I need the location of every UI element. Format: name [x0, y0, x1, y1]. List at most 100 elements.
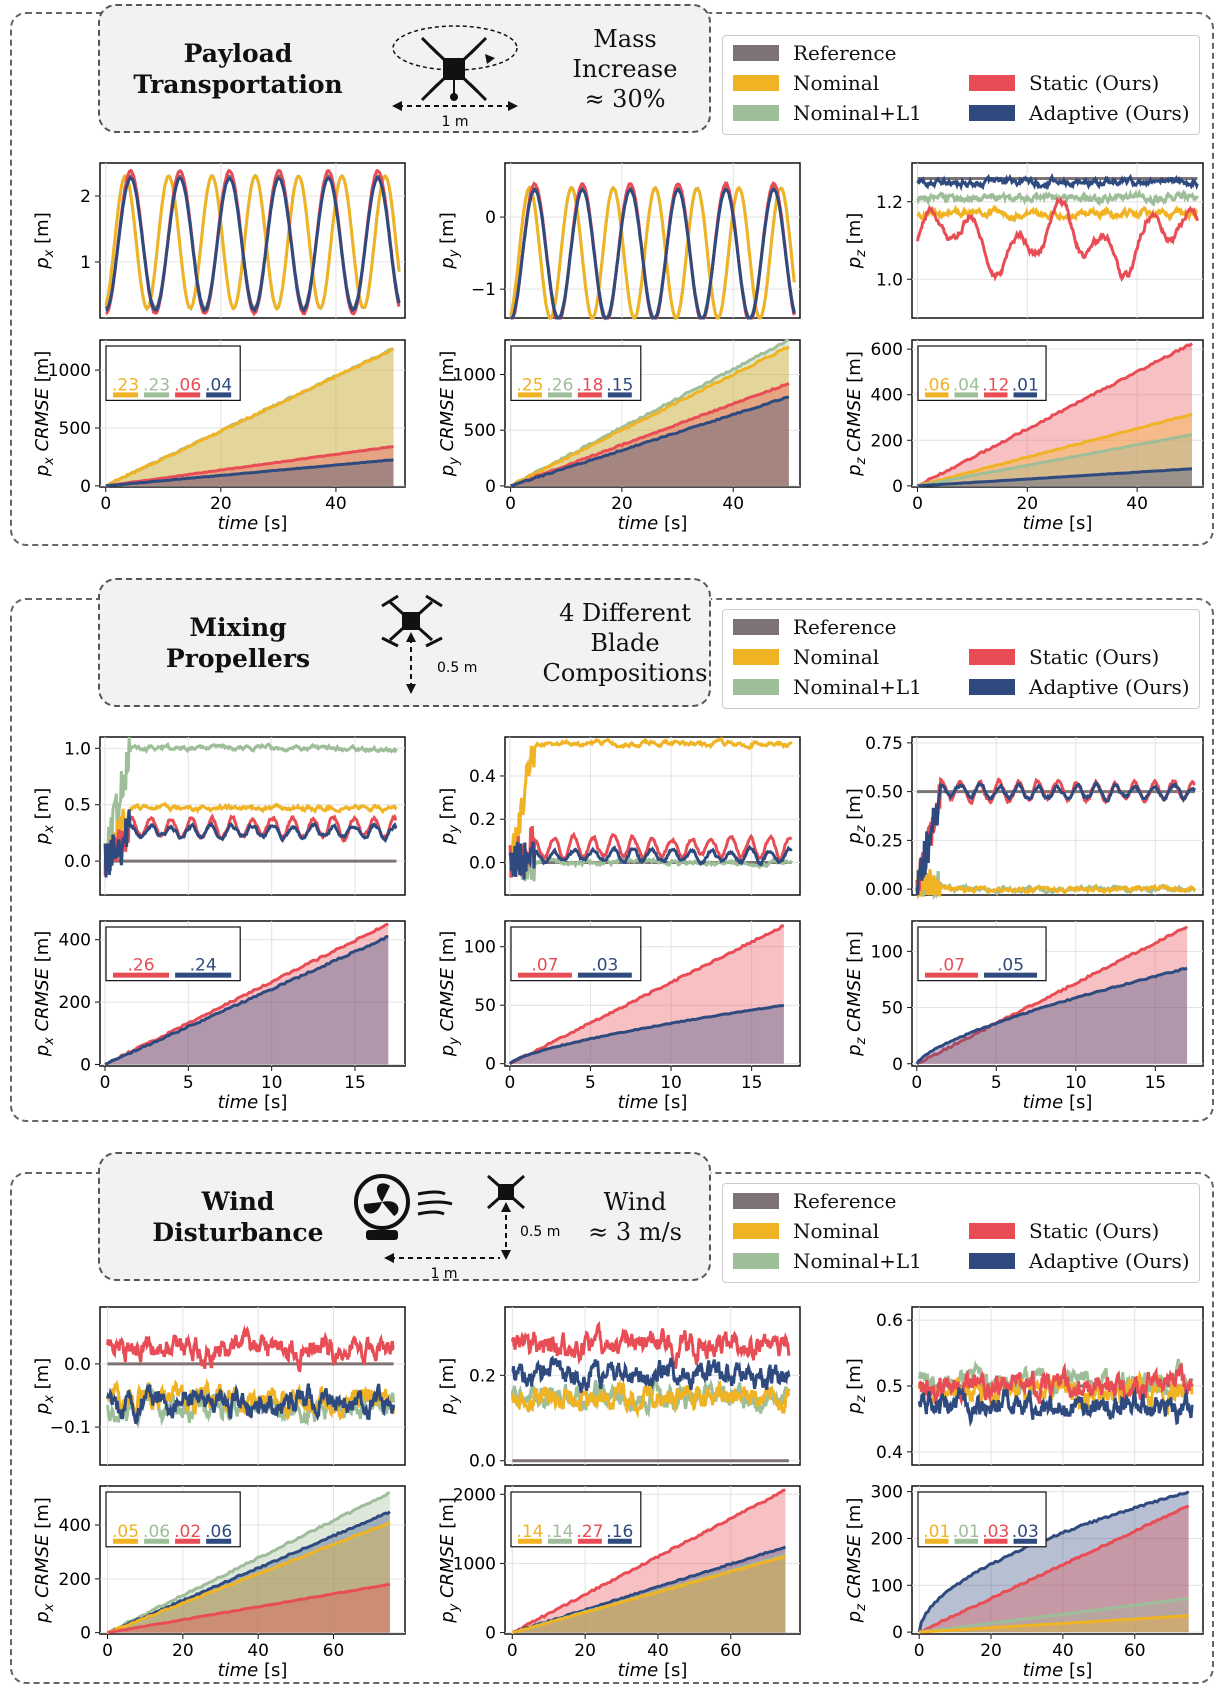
swatch: [733, 1253, 779, 1269]
y-tick-label: −1: [471, 280, 496, 300]
y-axis-label: px CRMSE [m]: [32, 1497, 57, 1624]
area-line-nominal-l1: [106, 1491, 391, 1635]
x-axis-label: time [s]: [618, 1092, 688, 1113]
swatch: [969, 1253, 1015, 1269]
inset-bar: [925, 972, 979, 978]
x-tick-label: 40: [247, 1641, 269, 1661]
inset-bar: [954, 1538, 979, 1544]
inset-bar: [206, 1538, 232, 1544]
x-tick-label: 0: [504, 1073, 515, 1093]
y-axis-label: px [m]: [32, 788, 57, 845]
inset-bar-label: .05: [112, 1522, 139, 1542]
series-line-adaptive-ours-: [915, 779, 1197, 896]
y-tick-label: 400: [59, 931, 91, 951]
inset-bar-label: .06: [143, 1522, 170, 1542]
inset-bar: [607, 1538, 632, 1544]
inset-bar-label: .24: [190, 956, 217, 976]
y-tick-label: 0: [485, 1624, 496, 1644]
series-line-nominal: [103, 801, 398, 871]
inset-bar-label: .12: [982, 375, 1009, 395]
swatch: [733, 1223, 779, 1239]
swatch: [733, 75, 779, 91]
y-tick-label: 0.4: [469, 767, 496, 787]
y-tick-label: 0.4: [876, 1443, 903, 1463]
header-mixing: Mixing Propellers 0.5 m 4 Different Blad…: [98, 578, 711, 707]
area-line-nominal-l1: [917, 433, 1193, 488]
series-line-adaptive-ours-: [106, 1383, 396, 1425]
y-tick-label: 1000: [453, 1554, 496, 1574]
y-tick-label: −0.1: [50, 1418, 91, 1438]
area-line-nominal: [917, 412, 1193, 488]
series-line-static-ours-: [918, 1362, 1194, 1409]
series-line-static-ours-: [106, 1324, 395, 1373]
y-tick-label: 400: [59, 1516, 91, 1536]
y-tick-label: 400: [871, 386, 903, 406]
inset-bar-box: [105, 1491, 241, 1548]
inset-bar: [954, 392, 979, 398]
y-tick-label: 0.0: [64, 1355, 91, 1375]
x-tick-label: 15: [741, 1073, 763, 1093]
inset-bar-label: .26: [546, 375, 573, 395]
y-tick-label: 0.50: [865, 783, 903, 803]
inset-bar-label: .02: [174, 1522, 201, 1542]
y-tick-label: 0.25: [865, 831, 903, 851]
series-line-adaptive-ours-: [508, 841, 793, 880]
area-fill-adaptive-ours-: [919, 1491, 1189, 1633]
x-tick-label: 20: [210, 494, 232, 514]
inset-bar-label: .03: [591, 956, 618, 976]
x-tick-label: 40: [325, 494, 347, 514]
y-tick-label: 2: [80, 187, 91, 207]
legend-nominal-l1: Nominal+L1: [733, 101, 922, 125]
y-axis-label: px [m]: [32, 1358, 57, 1415]
x-tick-label: 20: [172, 1641, 194, 1661]
section-title: Wind Disturbance: [152, 1186, 324, 1247]
inset-bar: [113, 972, 170, 978]
chart-area-10: 0 50 100 0 5 10 15 time [s] py CRMSE [m] .07 .03: [437, 920, 801, 1113]
chart-area-3: 0 500 1000 0 20 40 time [s] px CRMSE [m] .23.23.…: [32, 339, 406, 534]
section-condition: Wind ≈ 3 m/s: [588, 1187, 682, 1246]
area-line-adaptive-ours-: [510, 395, 790, 488]
inset-bar-label: .01: [923, 1522, 950, 1542]
inset-bar-box: [510, 1491, 642, 1548]
x-tick-label: 40: [1052, 1641, 1074, 1661]
legend-adaptive: Adaptive (Ours): [969, 675, 1190, 699]
y-tick-label: 0: [892, 477, 903, 497]
y-tick-label: 100: [871, 1576, 903, 1596]
y-tick-label: 500: [464, 421, 496, 441]
inset-bar-box: [917, 345, 1047, 401]
legend-payload: Reference Nominal Nominal+L1 Static (Our…: [722, 35, 1200, 135]
legend-adaptive: Adaptive (Ours): [969, 101, 1190, 125]
inset-bar-label: .01: [953, 1522, 980, 1542]
inset-bar: [577, 1538, 602, 1544]
swatch: [733, 45, 779, 61]
y-tick-label: 1.2: [876, 193, 903, 213]
x-tick-label: 15: [344, 1073, 366, 1093]
area-line-static-ours-: [511, 1488, 786, 1634]
y-tick-label: 0: [80, 477, 91, 497]
section-condition: 4 Different Blade Compositions: [542, 598, 708, 687]
inset-bar: [144, 392, 170, 398]
chart-area-11: 0 50 100 0 5 10 15 time [s] pz CRMSE [m] .07 .05: [844, 920, 1204, 1113]
inset-bar: [547, 1538, 572, 1544]
inset-bar-box: [917, 1491, 1047, 1548]
inset-bar: [925, 1538, 949, 1544]
inset-bar: [1013, 1538, 1038, 1544]
series-line-nominal-l1: [508, 842, 793, 882]
y-axis-label: py [m]: [437, 1358, 462, 1415]
area-line-adaptive-ours-: [917, 1490, 1190, 1633]
area-line-adaptive-ours-: [106, 1510, 391, 1635]
y-tick-label: 200: [59, 993, 91, 1013]
legend-nominal-l1: Nominal+L1: [733, 675, 922, 699]
chart-area-9: 0 200 400 0 5 10 15 time [s] px CRMSE [m] .26 .24: [32, 920, 406, 1113]
y-axis-label: py CRMSE [m]: [437, 351, 462, 478]
plot-frame: [99, 736, 406, 896]
swatch: [969, 75, 1015, 91]
y-tick-label: 0: [80, 1055, 91, 1075]
inset-bar: [175, 1538, 201, 1544]
x-tick-label: 20: [980, 1641, 1002, 1661]
y-tick-label: 0: [892, 1055, 903, 1075]
area-fill-nominal-l1: [105, 348, 394, 486]
y-tick-label: 200: [871, 1529, 903, 1549]
area-line-nominal: [106, 1521, 391, 1635]
y-tick-label: 200: [871, 431, 903, 451]
